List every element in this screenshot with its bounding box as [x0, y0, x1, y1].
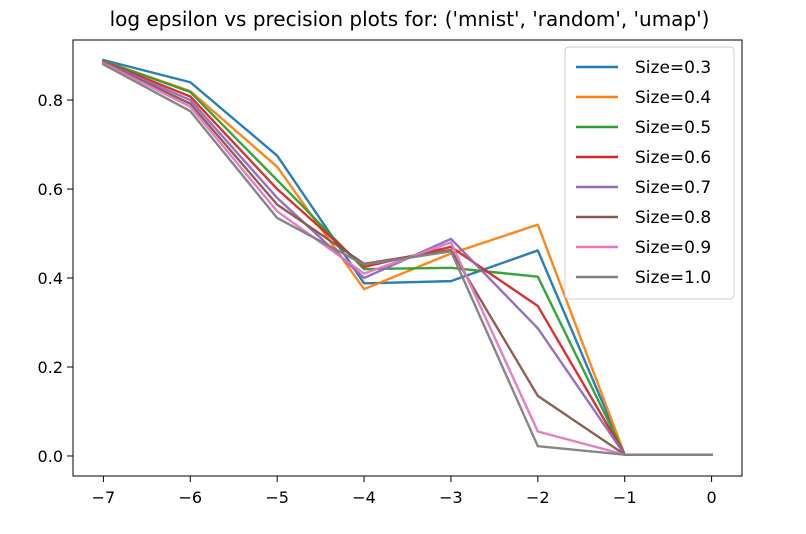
legend-label: Size=0.9: [635, 238, 711, 258]
x-tick-label: −6: [178, 488, 202, 507]
series-line-2: [101, 59, 713, 456]
x-tick-label: −2: [526, 488, 550, 507]
x-tick-label: −7: [92, 488, 116, 507]
axes-frame: [72, 39, 743, 477]
x-axis-ticks: −7 −6 −5 −4 −3 −2 −1 0: [92, 476, 717, 507]
legend-box: [564, 46, 735, 300]
y-tick-label: 0.4: [38, 269, 63, 288]
series-line-3: [101, 59, 713, 456]
y-axis-ticks: 0.0 0.2 0.4 0.6 0.8: [38, 91, 73, 466]
y-tick-label: 0.8: [38, 91, 63, 110]
legend-label: Size=1.0: [635, 268, 711, 288]
x-tick-label: −4: [352, 488, 376, 507]
legend-label: Size=0.7: [635, 178, 711, 198]
y-tick-label: 0.0: [38, 447, 63, 466]
x-tick-label: −1: [613, 488, 637, 507]
x-tick-label: 0: [706, 488, 716, 507]
y-tick-label: 0.6: [38, 180, 63, 199]
y-tick-label: 0.2: [38, 358, 63, 377]
legend-label: Size=0.4: [635, 88, 711, 108]
series-line-1: [101, 58, 713, 456]
x-tick-label: −3: [439, 488, 463, 507]
legend: Size=0.3 Size=0.4 Size=0.5 Size=0.6 Size=0.7…: [564, 46, 735, 300]
legend-label: Size=0.8: [635, 208, 711, 228]
chart-title: log epsilon vs precision plots for: ('mn…: [110, 7, 710, 31]
series-line-8: [101, 62, 713, 456]
x-tick-label: −5: [265, 488, 289, 507]
plot-lines: [101, 58, 713, 456]
legend-label: Size=0.5: [635, 118, 711, 138]
legend-label: Size=0.6: [635, 148, 711, 168]
legend-label: Size=0.3: [635, 58, 711, 78]
